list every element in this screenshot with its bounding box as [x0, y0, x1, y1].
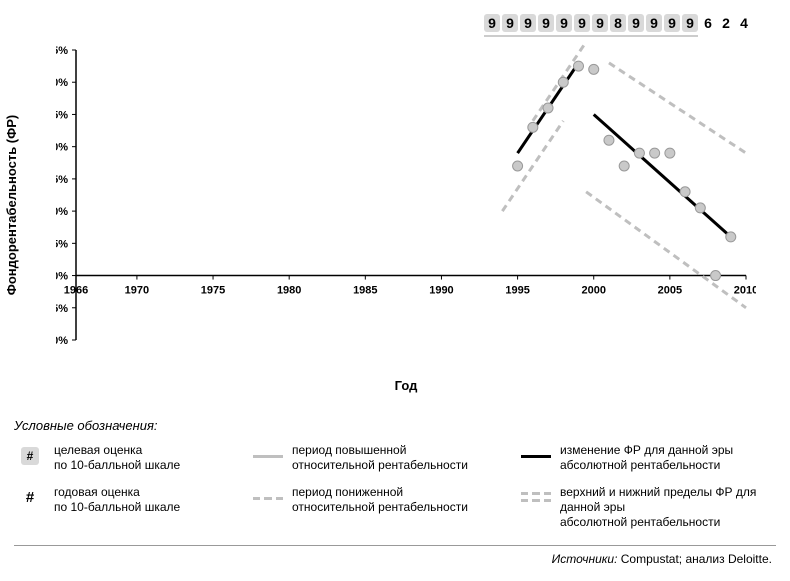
svg-text:2005: 2005	[658, 285, 682, 297]
score-cell: 9	[592, 14, 608, 32]
svg-text:20%: 20%	[56, 142, 68, 154]
svg-text:2000: 2000	[581, 285, 605, 297]
svg-text:1980: 1980	[277, 285, 301, 297]
score-cell: 9	[502, 14, 518, 32]
legend-item: период повышенной относительной рентабел…	[252, 443, 512, 473]
score-cell: 9	[538, 14, 554, 32]
score-cell: 9	[484, 14, 500, 32]
legend-item: # целевая оценка по 10-балльной шкале	[14, 443, 244, 473]
legend-icon-dash-double	[520, 485, 552, 511]
score-cell: 9	[646, 14, 662, 32]
legend-text: период повышенной относительной рентабел…	[292, 443, 468, 473]
score-cell: 2	[718, 14, 734, 32]
score-cell: 8	[610, 14, 626, 32]
svg-text:15%: 15%	[56, 174, 68, 186]
svg-text:1966: 1966	[64, 285, 88, 297]
legend-icon-line-gray	[252, 443, 284, 469]
footer-divider	[14, 545, 776, 546]
legend-icon-hash: #	[14, 485, 46, 511]
legend-text: верхний и нижний пределы ФР для данной э…	[560, 485, 790, 530]
source-value: Compustat; анализ Deloitte.	[617, 552, 772, 566]
svg-text:1970: 1970	[125, 285, 149, 297]
svg-text:0%: 0%	[56, 271, 68, 283]
legend-text: изменение ФР для данной эры абсолютной р…	[560, 443, 733, 473]
svg-text:30%: 30%	[56, 77, 68, 89]
score-cell: 9	[520, 14, 536, 32]
source-text: Источники: Compustat; анализ Deloitte.	[552, 552, 772, 566]
legend-item: изменение ФР для данной эры абсолютной р…	[520, 443, 790, 473]
legend-item: # годовая оценка по 10-балльной шкале	[14, 485, 244, 530]
chart-svg: -10% -5% 0% 5% 10% 15% 20% 25% 30% 35% 1966 1970 197…	[56, 44, 756, 374]
chart-area: -10% -5% 0% 5% 10% 15% 20% 25% 30% 35% 1966 1970 197…	[56, 44, 756, 374]
score-underline	[484, 35, 698, 37]
legend-icon-line-black	[520, 443, 552, 469]
legend-grid: # целевая оценка по 10-балльной шкале пери…	[14, 443, 774, 530]
source-label: Источники:	[552, 552, 618, 566]
score-cell: 9	[682, 14, 698, 32]
svg-text:-10%: -10%	[56, 335, 68, 347]
legend-text: целевая оценка по 10-балльной шкале	[54, 443, 180, 473]
svg-text:2010: 2010	[734, 285, 756, 297]
score-row: 999999989999624	[0, 14, 790, 32]
legend-item: период пониженной относительной рентабел…	[252, 485, 512, 530]
svg-text:1975: 1975	[201, 285, 225, 297]
svg-text:1990: 1990	[429, 285, 453, 297]
legend-item: верхний и нижний пределы ФР для данной э…	[520, 485, 790, 530]
legend: Условные обозначения: # целевая оценка по…	[14, 418, 774, 530]
score-cell: 6	[700, 14, 716, 32]
legend-text: период пониженной относительной рентабел…	[292, 485, 468, 515]
score-cell: 9	[574, 14, 590, 32]
svg-text:25%: 25%	[56, 109, 68, 121]
svg-text:10%: 10%	[56, 206, 68, 218]
legend-text: годовая оценка по 10-балльной шкале	[54, 485, 180, 515]
legend-icon-dash-gray	[252, 485, 284, 511]
score-cell: 9	[556, 14, 572, 32]
svg-text:5%: 5%	[56, 238, 68, 250]
score-cell: 4	[736, 14, 752, 32]
score-cell: 9	[628, 14, 644, 32]
legend-title: Условные обозначения:	[14, 418, 774, 433]
y-axis-label: Фондорентабельность (ФР)	[4, 40, 19, 370]
svg-text:1985: 1985	[353, 285, 377, 297]
x-axis-label: Год	[56, 378, 756, 393]
svg-text:-5%: -5%	[56, 303, 68, 315]
score-cell: 9	[664, 14, 680, 32]
legend-icon-hash-box: #	[14, 443, 46, 469]
svg-text:1995: 1995	[505, 285, 529, 297]
svg-text:35%: 35%	[56, 45, 68, 57]
